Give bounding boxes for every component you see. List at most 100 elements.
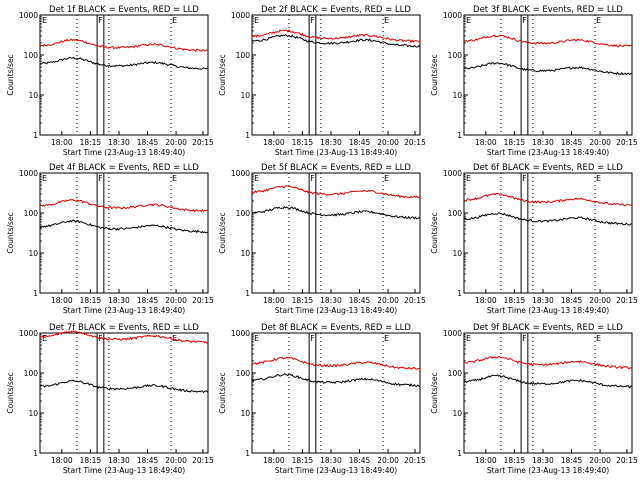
interval-marker: E (42, 174, 47, 183)
interval-marker: E (596, 16, 601, 25)
x-tick-label: 18:15 (80, 296, 102, 305)
series-lld (39, 38, 209, 53)
interval-marker: E (596, 174, 601, 183)
chart-panel-7: Det 7f BLACK = Events, RED = LLD 1 10 100 10… (6, 323, 214, 475)
chart-title: Det 4f BLACK = Events, RED = LLD (49, 163, 199, 173)
x-tick-label: 18:45 (137, 456, 159, 465)
interval-marker: E (384, 16, 389, 25)
series-events (463, 212, 633, 226)
x-tick-label: 18:00 (475, 138, 497, 147)
y-tick-label: 10 (240, 91, 250, 100)
chart-title: Det 2f BLACK = Events, RED = LLD (261, 5, 411, 15)
x-tick-label: 20:15 (616, 296, 638, 305)
y-tick-label: 100 (448, 369, 463, 378)
y-tick-label: 10 (28, 249, 38, 258)
series-events (39, 219, 209, 234)
x-tick-label: 20:00 (377, 138, 399, 147)
chart-title: Det 1f BLACK = Events, RED = LLD (49, 5, 199, 15)
x-tick-label: 18:30 (108, 138, 130, 147)
series-lld (251, 29, 421, 44)
x-tick-label: 20:15 (616, 138, 638, 147)
series-events (463, 62, 633, 76)
chart-title: Det 8f BLACK = Events, RED = LLD (261, 323, 411, 333)
y-tick-label: 1 (457, 289, 462, 298)
interval-marker: E (42, 334, 47, 343)
x-tick-label: 20:00 (377, 296, 399, 305)
y-tick-label: 1000 (443, 169, 462, 178)
y-tick-label: 10 (452, 91, 462, 100)
x-tick-label: 18:45 (349, 456, 371, 465)
y-axis-label: Counts/sec (6, 54, 15, 95)
chart-title: Det 5f BLACK = Events, RED = LLD (261, 163, 411, 173)
series-events (39, 56, 209, 70)
series-events (251, 33, 421, 48)
y-tick-label: 1 (457, 131, 462, 140)
series-events (251, 205, 421, 220)
interval-marker: E (254, 334, 259, 343)
interval-marker: F (522, 334, 527, 343)
x-tick-label: 18:30 (320, 296, 342, 305)
plot-frame (39, 14, 209, 136)
y-tick-label: 10 (452, 409, 462, 418)
x-tick-label: 18:45 (137, 296, 159, 305)
x-tick-label: 20:00 (165, 296, 187, 305)
x-tick-label: 20:15 (192, 456, 214, 465)
series-events (251, 373, 421, 388)
y-tick-label: 100 (448, 209, 463, 218)
y-axis-label: Counts/sec (218, 212, 227, 253)
y-axis-label: Counts/sec (430, 372, 439, 413)
y-tick-label: 10 (28, 91, 38, 100)
y-axis-label: Counts/sec (218, 372, 227, 413)
x-tick-label: 18:15 (504, 296, 526, 305)
y-tick-label: 100 (448, 51, 463, 60)
interval-marker: F (310, 16, 315, 25)
x-tick-label: 20:15 (192, 296, 214, 305)
y-tick-label: 1 (457, 449, 462, 458)
x-tick-label: 20:15 (404, 296, 426, 305)
x-tick-label: 18:15 (80, 456, 102, 465)
y-tick-label: 1000 (443, 329, 462, 338)
x-tick-label: 18:45 (561, 296, 583, 305)
interval-marker: E (254, 16, 259, 25)
interval-marker: F (522, 174, 527, 183)
chart-panel-2: Det 2f BLACK = Events, RED = LLD 1 10 100 10… (218, 5, 426, 157)
interval-marker: E (596, 334, 601, 343)
interval-marker: F (522, 16, 527, 25)
x-axis-label: Start Time (23-Aug-13 18:49:40) (487, 466, 609, 475)
interval-marker: E (254, 174, 259, 183)
interval-marker: E (466, 174, 471, 183)
x-tick-label: 18:00 (263, 296, 285, 305)
x-tick-label: 20:15 (192, 138, 214, 147)
x-tick-label: 18:00 (51, 456, 73, 465)
y-axis-label: Counts/sec (6, 372, 15, 413)
x-tick-label: 18:15 (504, 138, 526, 147)
series-lld (251, 185, 421, 199)
chart-title: Det 3f BLACK = Events, RED = LLD (473, 5, 623, 15)
x-tick-label: 18:15 (80, 138, 102, 147)
series-lld (463, 34, 633, 48)
series-events (463, 374, 633, 389)
x-tick-label: 18:00 (475, 456, 497, 465)
y-tick-label: 100 (236, 209, 251, 218)
plot-frame (463, 14, 633, 136)
y-tick-label: 10 (240, 409, 250, 418)
interval-marker: F (310, 174, 315, 183)
y-tick-label: 1 (33, 289, 38, 298)
interval-marker: E (466, 334, 471, 343)
plot-frame (251, 172, 421, 294)
x-tick-label: 18:30 (532, 456, 554, 465)
y-axis-label: Counts/sec (430, 54, 439, 95)
x-tick-label: 18:45 (561, 456, 583, 465)
x-tick-label: 18:30 (320, 138, 342, 147)
series-lld (463, 192, 633, 207)
y-tick-label: 1 (245, 449, 250, 458)
y-tick-label: 100 (24, 369, 39, 378)
x-axis-label: Start Time (23-Aug-13 18:49:40) (487, 306, 609, 315)
chart-panel-4: Det 4f BLACK = Events, RED = LLD 1 10 100 10… (6, 163, 214, 315)
y-tick-label: 1000 (231, 169, 250, 178)
chart-panel-8: Det 8f BLACK = Events, RED = LLD 1 10 100 10… (218, 323, 426, 475)
y-tick-label: 1000 (231, 11, 250, 20)
series-lld (39, 330, 209, 344)
series-lld (463, 356, 633, 370)
